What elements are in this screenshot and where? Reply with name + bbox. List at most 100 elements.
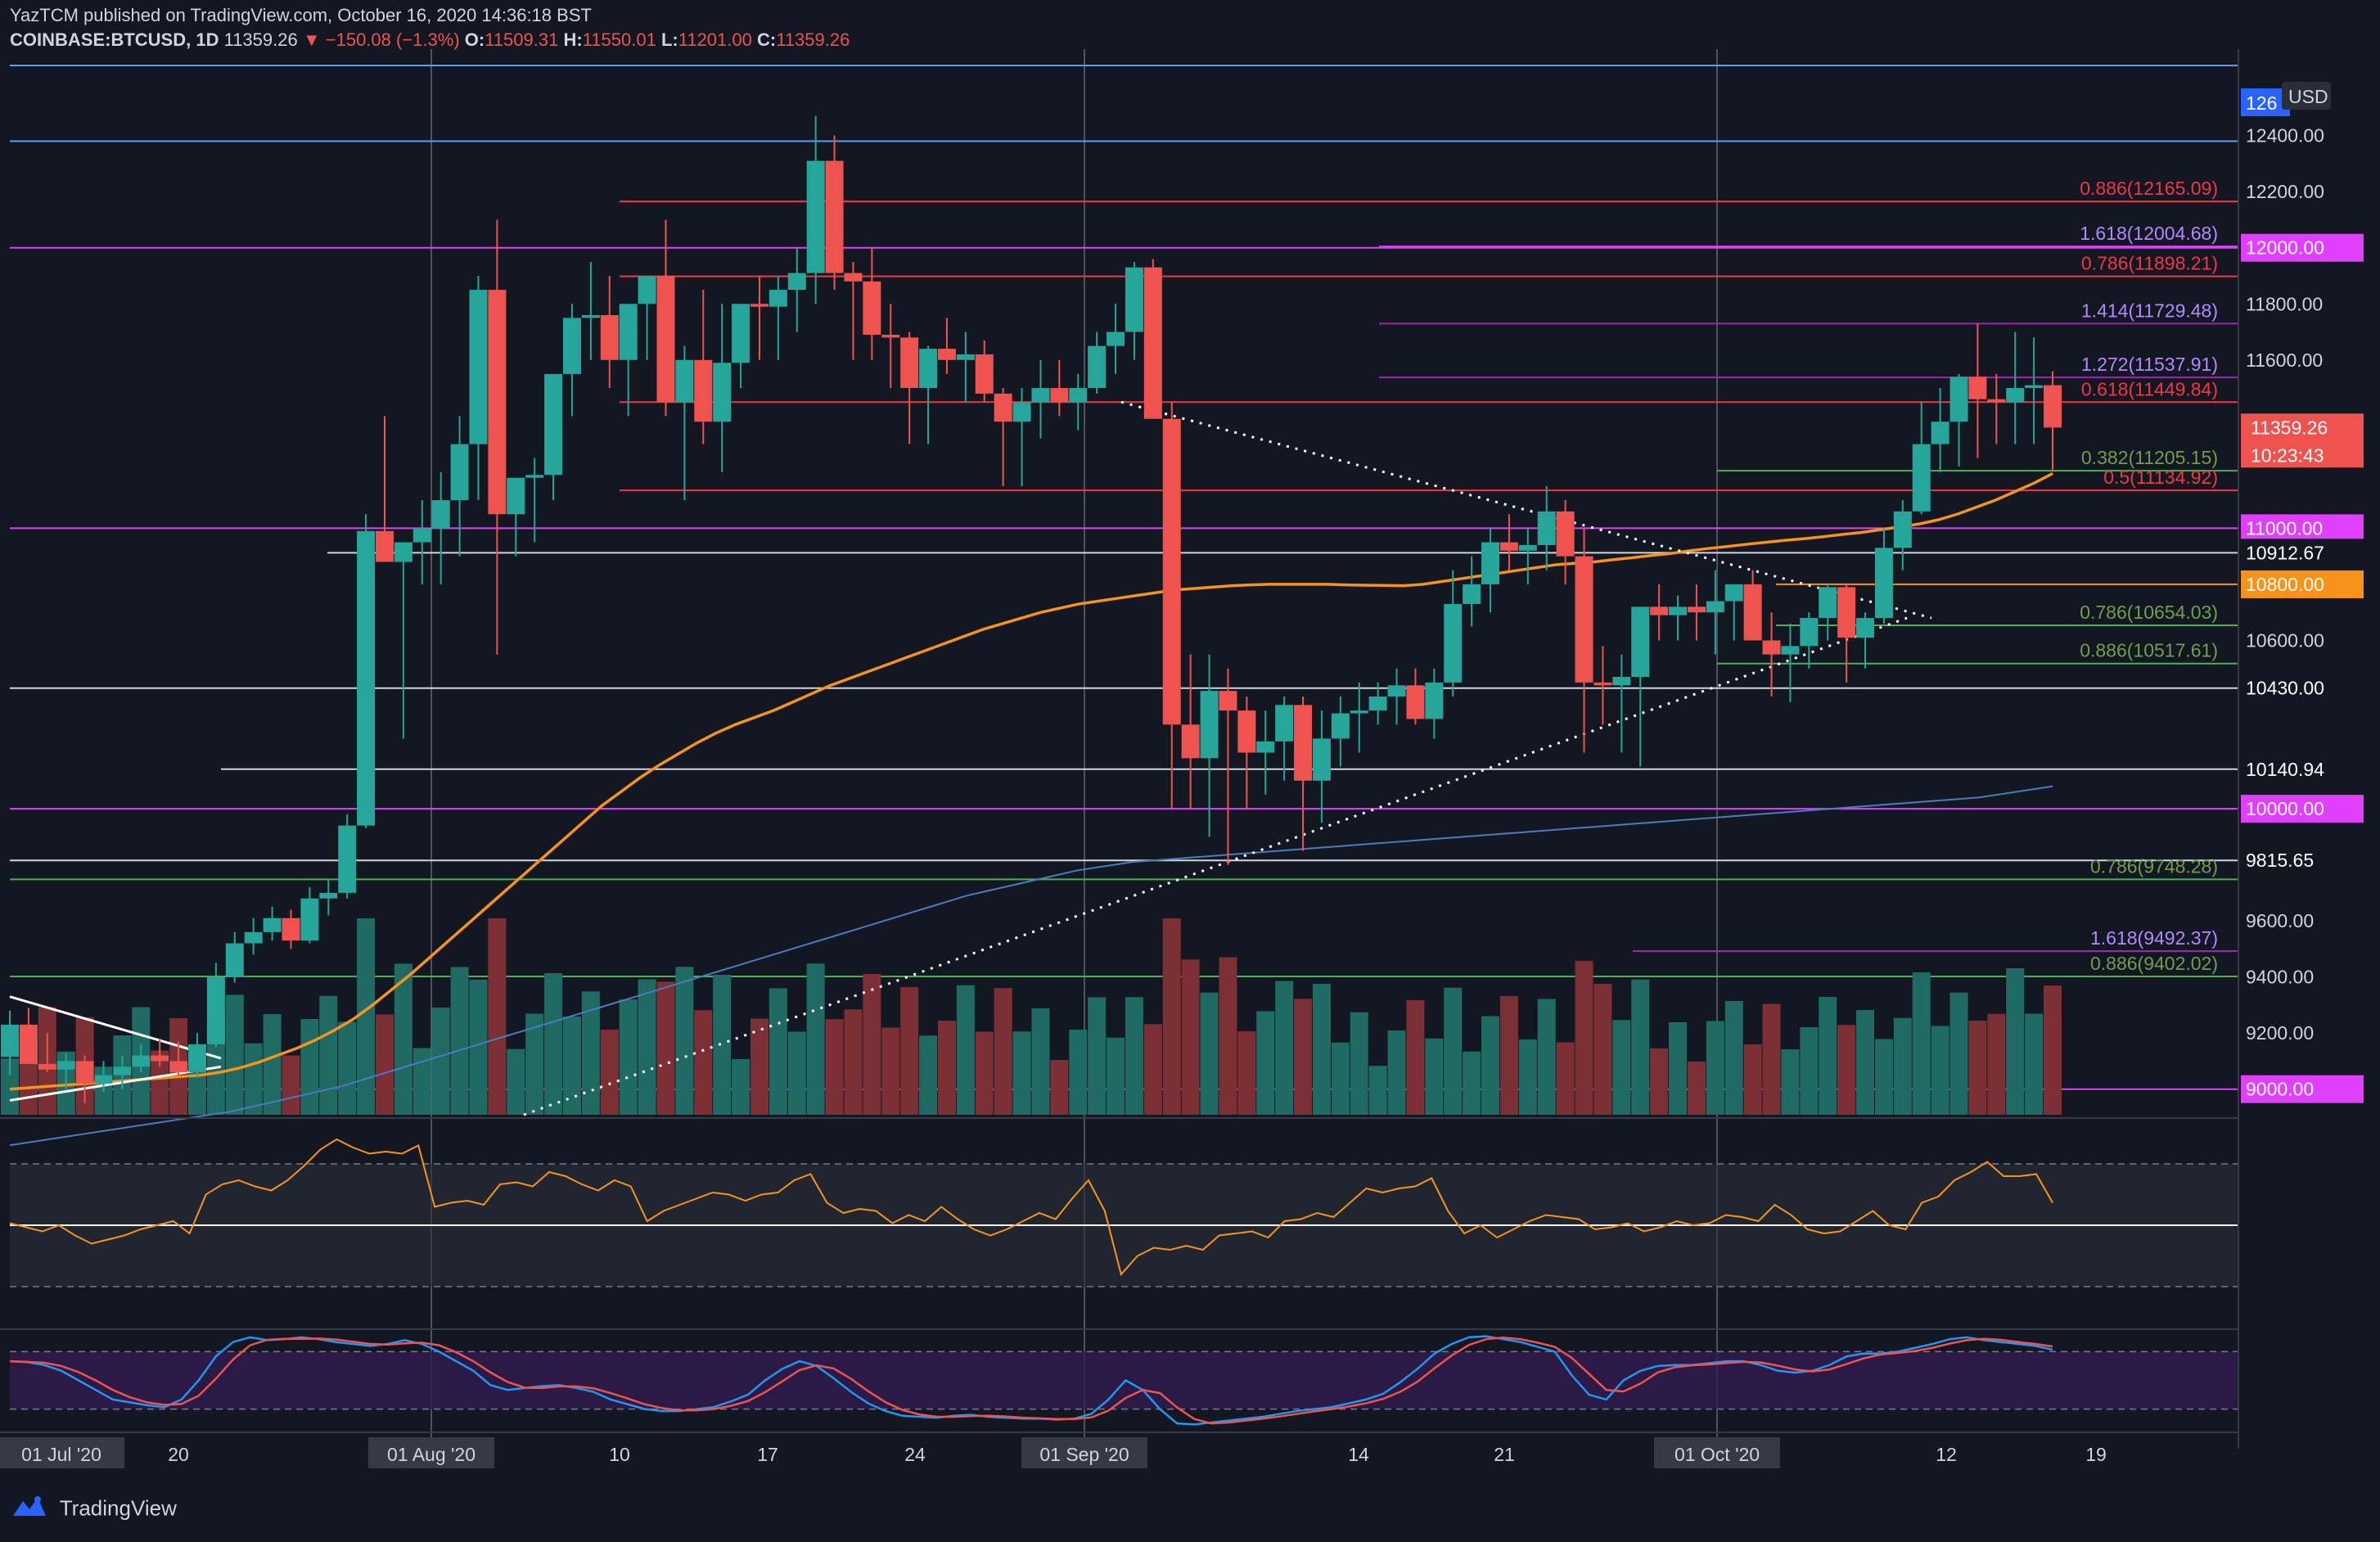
candle[interactable] — [1800, 618, 1819, 647]
candle[interactable] — [2044, 385, 2062, 428]
candle[interactable] — [1481, 542, 1500, 584]
candle[interactable] — [244, 931, 263, 944]
candle[interactable] — [357, 530, 376, 826]
candle[interactable] — [1499, 542, 1518, 551]
candle[interactable] — [2025, 385, 2044, 389]
candle[interactable] — [1125, 267, 1143, 332]
candle[interactable] — [38, 1063, 56, 1070]
candle[interactable] — [469, 290, 488, 444]
candle[interactable] — [56, 1061, 75, 1070]
candle[interactable] — [619, 304, 638, 360]
candle[interactable] — [844, 273, 863, 282]
candle[interactable] — [732, 304, 751, 363]
candle[interactable] — [1350, 710, 1368, 714]
candle[interactable] — [1874, 548, 1893, 619]
candle[interactable] — [1650, 606, 1669, 615]
candle[interactable] — [1181, 724, 1200, 759]
candle[interactable] — [562, 318, 581, 374]
candle[interactable] — [675, 359, 694, 403]
tradingview-brand[interactable]: TradingView — [11, 1495, 177, 1525]
candle[interactable] — [1256, 741, 1275, 753]
candle[interactable] — [225, 943, 244, 977]
candle[interactable] — [1631, 606, 1650, 678]
candle[interactable] — [1275, 705, 1294, 742]
candle[interactable] — [94, 1075, 113, 1084]
candle[interactable] — [1107, 331, 1125, 346]
candle[interactable] — [412, 528, 431, 543]
candle[interactable] — [1219, 691, 1237, 711]
candle[interactable] — [1425, 682, 1444, 719]
candle[interactable] — [750, 304, 769, 307]
candle[interactable] — [525, 475, 544, 478]
candle[interactable] — [151, 1055, 169, 1062]
candle[interactable] — [881, 334, 900, 338]
candle[interactable] — [113, 1066, 132, 1075]
candle[interactable] — [863, 281, 881, 335]
candle[interactable] — [75, 1061, 94, 1084]
candle[interactable] — [1950, 376, 1968, 422]
candle[interactable] — [1088, 345, 1107, 389]
candle[interactable] — [507, 477, 525, 515]
candle[interactable] — [638, 276, 656, 304]
candle[interactable] — [431, 500, 450, 529]
candle[interactable] — [1050, 388, 1069, 403]
candle[interactable] — [1331, 713, 1350, 739]
candle[interactable] — [1893, 511, 1912, 548]
candle[interactable] — [338, 825, 357, 893]
candle[interactable] — [713, 363, 732, 422]
candle[interactable] — [1294, 705, 1313, 781]
candle[interactable] — [2006, 388, 2025, 403]
candle[interactable] — [975, 354, 994, 394]
candle[interactable] — [1069, 388, 1088, 403]
price-axis[interactable]: 9200.00 9400.00 9600.00 10600.00 11600.00 118… — [2238, 49, 2380, 1449]
candle[interactable] — [1669, 606, 1688, 615]
candle[interactable] — [825, 160, 844, 273]
candle[interactable] — [656, 276, 675, 403]
candle[interactable] — [919, 349, 938, 389]
candle[interactable] — [787, 273, 806, 291]
candle[interactable] — [300, 898, 319, 941]
candle[interactable] — [581, 314, 600, 318]
candle[interactable] — [1987, 399, 2006, 403]
candle[interactable] — [1837, 587, 1856, 638]
candle[interactable] — [1912, 444, 1931, 512]
candle[interactable] — [1444, 603, 1463, 683]
candle[interactable] — [375, 530, 394, 562]
candle[interactable] — [1463, 584, 1481, 604]
candlesticks[interactable] — [1, 115, 2062, 1103]
time-axis[interactable]: 01 Jul '20 20 01 Aug '20 10 17 24 01 Sep '20 14… — [0, 1432, 2238, 1468]
candle[interactable] — [132, 1055, 151, 1067]
candle[interactable] — [1, 1024, 19, 1057]
currency-badge-bg[interactable] — [2282, 82, 2331, 110]
candle[interactable] — [694, 359, 713, 422]
candle[interactable] — [1031, 388, 1050, 403]
candle[interactable] — [544, 373, 563, 476]
candle[interactable] — [450, 444, 469, 501]
candle[interactable] — [1575, 556, 1593, 683]
candle[interactable] — [488, 290, 507, 515]
candle[interactable] — [1781, 646, 1800, 655]
candle[interactable] — [1312, 738, 1331, 781]
candle[interactable] — [1706, 601, 1724, 613]
candle[interactable] — [937, 349, 956, 360]
candle[interactable] — [1968, 376, 1987, 399]
candle[interactable] — [1931, 422, 1950, 444]
candle[interactable] — [1237, 710, 1256, 753]
candle[interactable] — [1819, 587, 1837, 619]
candle[interactable] — [1537, 511, 1556, 545]
candle[interactable] — [394, 542, 412, 562]
candle[interactable] — [1687, 606, 1706, 613]
candle[interactable] — [1012, 402, 1031, 422]
candle[interactable] — [1143, 267, 1162, 419]
candle[interactable] — [994, 393, 1012, 422]
candle[interactable] — [1743, 584, 1762, 641]
candle[interactable] — [263, 918, 282, 932]
candle[interactable] — [1593, 682, 1612, 686]
candle[interactable] — [169, 1061, 188, 1073]
candle[interactable] — [956, 354, 975, 360]
candle[interactable] — [769, 290, 787, 307]
candle[interactable] — [1724, 584, 1743, 602]
candle[interactable] — [1406, 685, 1425, 719]
candle[interactable] — [1368, 697, 1387, 711]
